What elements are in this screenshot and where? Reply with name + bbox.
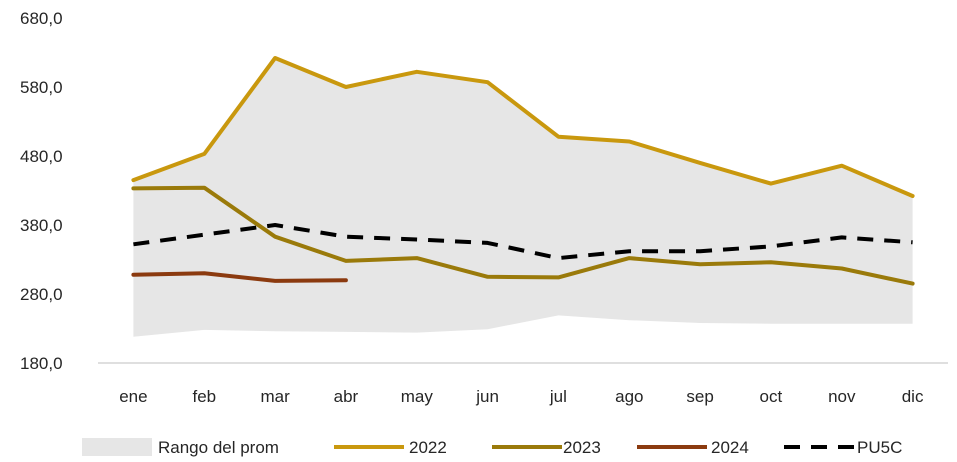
x-tick-label: may bbox=[401, 387, 434, 406]
y-tick-label: 280,0 bbox=[20, 285, 63, 304]
x-tick-label: jun bbox=[475, 387, 499, 406]
legend-label-pu5c: PU5C bbox=[857, 438, 902, 457]
x-tick-label: nov bbox=[828, 387, 856, 406]
y-axis-ticks: 680,0 580,0 480,0 380,0 280,0 180,0 bbox=[20, 9, 63, 373]
legend-label-2024: 2024 bbox=[711, 438, 749, 457]
x-tick-label: jul bbox=[549, 387, 567, 406]
range-band-area bbox=[133, 58, 913, 337]
x-tick-label: sep bbox=[686, 387, 713, 406]
x-tick-label: ene bbox=[119, 387, 147, 406]
y-tick-label: 680,0 bbox=[20, 9, 63, 28]
x-tick-label: feb bbox=[192, 387, 216, 406]
x-tick-label: abr bbox=[334, 387, 359, 406]
x-axis-ticks: ene feb mar abr may jun jul ago sep oct nov dic bbox=[119, 387, 924, 406]
series-layer bbox=[131, 56, 915, 286]
y-tick-label: 580,0 bbox=[20, 78, 63, 97]
x-tick-label: dic bbox=[902, 387, 924, 406]
series-line-2023 bbox=[131, 185, 915, 286]
legend-label-range: Rango del prom bbox=[158, 438, 279, 457]
range-band-layer bbox=[133, 58, 913, 337]
legend-label-2023: 2023 bbox=[563, 438, 601, 457]
y-tick-label: 180,0 bbox=[20, 354, 63, 373]
x-tick-label: oct bbox=[760, 387, 783, 406]
series-line-2024 bbox=[131, 271, 348, 283]
legend: Rango del prom 2022 2023 2024 PU5C bbox=[82, 438, 902, 457]
x-tick-label: mar bbox=[260, 387, 290, 406]
series-line-pu5c bbox=[133, 223, 913, 261]
series-line-2022 bbox=[131, 56, 915, 198]
y-tick-label: 380,0 bbox=[20, 216, 63, 235]
legend-label-2022: 2022 bbox=[409, 438, 447, 457]
x-tick-label: ago bbox=[615, 387, 643, 406]
y-tick-label: 480,0 bbox=[20, 147, 63, 166]
legend-swatch-range bbox=[82, 438, 152, 456]
